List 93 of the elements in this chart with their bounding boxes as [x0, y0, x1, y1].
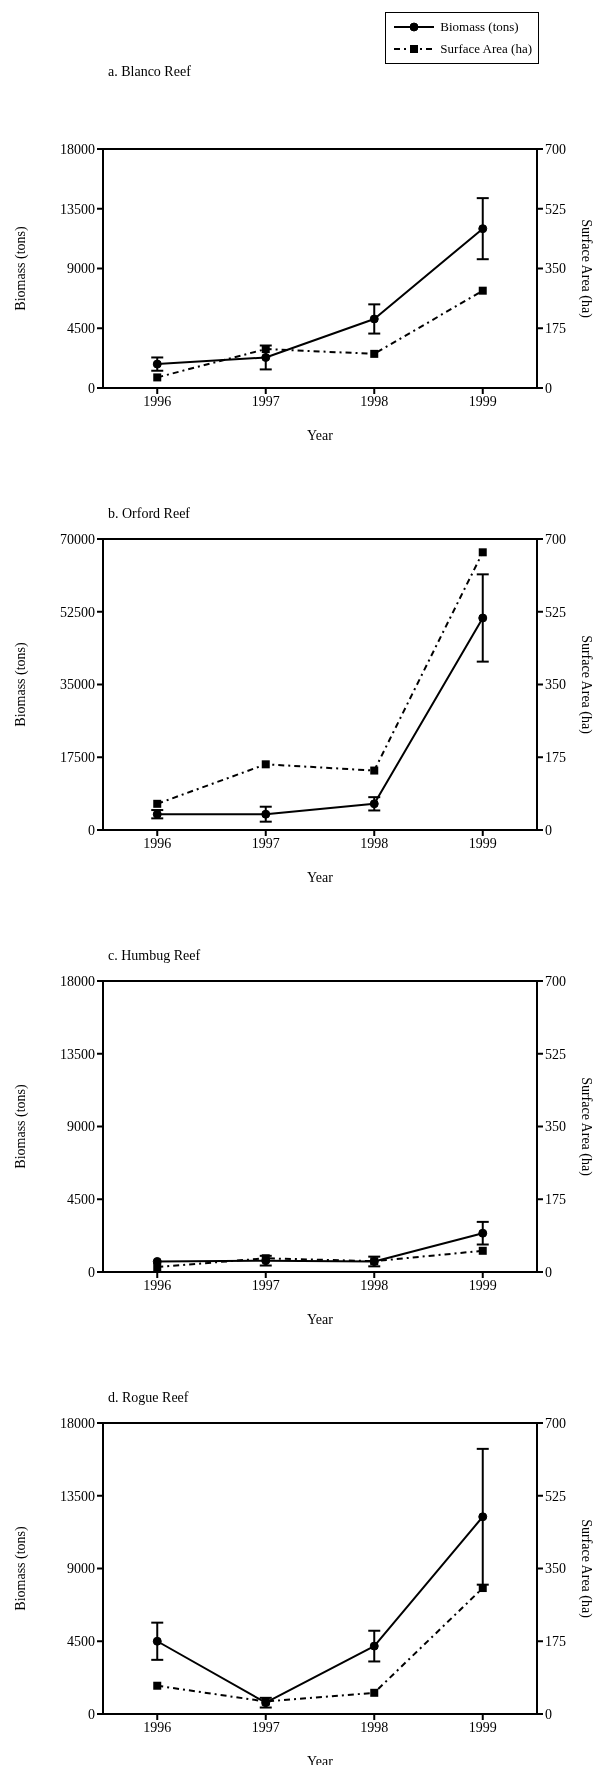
point — [153, 1681, 162, 1690]
x-tick-label: 1996 — [143, 835, 172, 851]
y-axis-title: Biomass (tons) — [12, 1525, 29, 1611]
y-tick-label: 9000 — [67, 1561, 95, 1577]
x-tick-label: 1999 — [468, 1277, 497, 1293]
y2-tick-label: 525 — [545, 1046, 566, 1062]
y2-tick-label: 350 — [545, 1119, 566, 1135]
y2-tick-label: 700 — [545, 141, 566, 157]
y-tick-label: 4500 — [67, 321, 95, 337]
y-tick-label: 13500 — [60, 1046, 95, 1062]
point — [478, 613, 488, 623]
y2-tick-label: 350 — [545, 261, 566, 277]
x-tick-label: 1997 — [251, 393, 280, 409]
y2-tick-label: 0 — [545, 1706, 552, 1722]
x-axis-title: Year — [307, 870, 334, 885]
point — [152, 1636, 162, 1646]
y-tick-label: 13500 — [60, 1488, 95, 1504]
point — [478, 1512, 488, 1522]
point — [369, 1641, 379, 1651]
chart-title: c. Humbug Reef — [108, 948, 201, 964]
y-axis-title: Biomass (tons) — [12, 225, 29, 311]
legend-label: Biomass (tons) — [440, 19, 519, 35]
y-tick-label: 18000 — [60, 973, 95, 989]
y2-axis-title: Surface Area (ha) — [578, 1519, 595, 1619]
x-tick-label: 1999 — [468, 393, 497, 409]
point — [369, 314, 379, 324]
x-tick-label: 1998 — [360, 835, 389, 851]
x-tick-label: 1997 — [251, 1719, 280, 1735]
point — [153, 373, 162, 382]
y2-tick-label: 175 — [545, 321, 566, 337]
y2-tick-label: 0 — [545, 380, 552, 396]
point — [261, 809, 271, 819]
y-tick-label: 9000 — [67, 1119, 95, 1135]
point — [261, 352, 271, 362]
y-tick-label: 70000 — [60, 531, 95, 547]
y2-tick-label: 700 — [545, 1415, 566, 1431]
x-tick-label: 1999 — [468, 835, 497, 851]
chart-title: d. Rogue Reef — [108, 1390, 189, 1406]
y-tick-label: 0 — [88, 380, 95, 396]
y-axis-title: Biomass (tons) — [12, 1083, 29, 1169]
chart-title: b. Orford Reef — [108, 506, 191, 522]
x-tick-label: 1996 — [143, 393, 172, 409]
y2-axis-title: Surface Area (ha) — [578, 635, 595, 735]
point — [478, 224, 488, 234]
y2-tick-label: 700 — [545, 973, 566, 989]
point — [261, 345, 270, 354]
x-tick-label: 1998 — [360, 1719, 389, 1735]
point — [370, 766, 379, 775]
y-tick-label: 9000 — [67, 261, 95, 277]
y2-tick-label: 350 — [545, 677, 566, 693]
y2-tick-label: 525 — [545, 201, 566, 217]
y-tick-label: 4500 — [67, 1634, 95, 1650]
y-tick-label: 35000 — [60, 677, 95, 693]
y2-axis-title: Surface Area (ha) — [578, 219, 595, 319]
x-tick-label: 1996 — [143, 1719, 172, 1735]
point — [478, 286, 487, 295]
x-tick-label: 1998 — [360, 393, 389, 409]
y2-tick-label: 525 — [545, 604, 566, 620]
x-tick-label: 1999 — [468, 1719, 497, 1735]
y2-tick-label: 0 — [545, 822, 552, 838]
point — [153, 799, 162, 808]
y-tick-label: 52500 — [60, 604, 95, 620]
chart-title: a. Blanco Reef — [108, 64, 191, 80]
y-tick-label: 0 — [88, 822, 95, 838]
x-axis-title: Year — [307, 428, 334, 443]
y-tick-label: 0 — [88, 1706, 95, 1722]
y2-tick-label: 175 — [545, 750, 566, 766]
legend-label: Surface Area (ha) — [440, 41, 532, 57]
x-tick-label: 1997 — [251, 835, 280, 851]
y-tick-label: 13500 — [60, 201, 95, 217]
y2-tick-label: 175 — [545, 1192, 566, 1208]
y2-tick-label: 0 — [545, 1264, 552, 1280]
point — [370, 349, 379, 358]
y-tick-label: 17500 — [60, 750, 95, 766]
x-tick-label: 1998 — [360, 1277, 389, 1293]
point — [370, 1688, 379, 1697]
point — [478, 548, 487, 557]
y-axis-title: Biomass (tons) — [12, 641, 29, 727]
y2-tick-label: 525 — [545, 1488, 566, 1504]
y-tick-label: 18000 — [60, 141, 95, 157]
y-tick-label: 0 — [88, 1264, 95, 1280]
point — [478, 1584, 487, 1593]
point — [478, 1228, 488, 1238]
y-tick-label: 4500 — [67, 1192, 95, 1208]
y-tick-label: 18000 — [60, 1415, 95, 1431]
point — [261, 760, 270, 769]
y2-tick-label: 700 — [545, 531, 566, 547]
y2-tick-label: 350 — [545, 1561, 566, 1577]
x-tick-label: 1996 — [143, 1277, 172, 1293]
y2-tick-label: 175 — [545, 1634, 566, 1650]
y2-axis-title: Surface Area (ha) — [578, 1077, 595, 1177]
x-tick-label: 1997 — [251, 1277, 280, 1293]
x-axis-title: Year — [307, 1312, 334, 1327]
